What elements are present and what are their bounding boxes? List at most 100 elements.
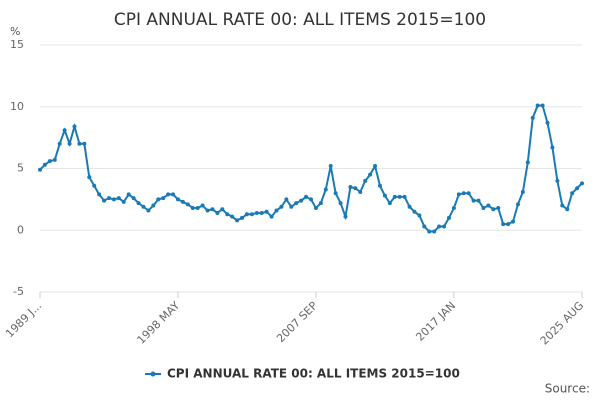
point — [323, 187, 328, 192]
point — [387, 201, 392, 206]
point — [560, 203, 565, 208]
point — [97, 192, 102, 197]
point — [397, 194, 402, 199]
point — [476, 198, 481, 203]
point — [279, 204, 284, 209]
point — [161, 196, 166, 201]
point — [38, 167, 42, 172]
point — [486, 203, 491, 208]
x-tick-label: 1998 MAY — [135, 299, 183, 347]
chart-title: CPI ANNUAL RATE 00: ALL ITEMS 2015=100 — [114, 10, 486, 30]
point — [244, 212, 249, 217]
point — [451, 206, 456, 211]
point — [348, 185, 353, 190]
x-tick-label: 2007 SEP — [274, 299, 320, 345]
point — [180, 199, 185, 204]
point — [496, 206, 501, 211]
point — [62, 128, 67, 133]
point — [111, 197, 116, 202]
point — [432, 229, 437, 234]
point — [200, 203, 205, 208]
point — [166, 192, 171, 197]
point — [353, 186, 358, 191]
point — [126, 192, 131, 197]
point — [185, 202, 190, 207]
y-tick-label: -5 — [13, 285, 24, 298]
point — [156, 197, 161, 202]
point — [304, 194, 309, 199]
point — [328, 164, 333, 169]
point — [47, 159, 52, 164]
point — [274, 208, 279, 213]
source: Source: — [545, 382, 590, 396]
point — [363, 178, 368, 183]
point — [373, 164, 378, 169]
point — [545, 120, 550, 125]
point — [215, 210, 220, 215]
point — [210, 207, 215, 212]
point — [87, 175, 92, 180]
point — [313, 206, 318, 211]
point — [249, 212, 254, 217]
point — [67, 141, 72, 146]
point — [195, 206, 200, 211]
point — [422, 224, 427, 229]
point — [205, 208, 210, 213]
point — [535, 103, 540, 108]
point — [481, 206, 486, 211]
y-tick-label: 10 — [10, 100, 24, 113]
point — [550, 145, 555, 150]
point — [506, 222, 511, 227]
point — [106, 196, 111, 201]
point — [358, 189, 363, 194]
point — [52, 157, 57, 162]
point — [190, 206, 195, 211]
point — [412, 209, 417, 214]
point — [264, 209, 269, 214]
point — [427, 229, 432, 234]
point — [343, 214, 348, 219]
point — [309, 197, 313, 202]
point — [338, 201, 343, 206]
point — [491, 207, 496, 212]
point — [151, 203, 156, 208]
point — [136, 201, 141, 206]
unit-label: % — [10, 25, 20, 38]
point — [417, 213, 422, 218]
point — [240, 215, 245, 220]
point — [131, 196, 136, 201]
point — [515, 202, 520, 207]
point — [446, 215, 451, 220]
point — [82, 141, 87, 146]
point — [318, 201, 323, 206]
y-tick-label: 15 — [10, 38, 24, 51]
point — [220, 207, 225, 212]
point — [456, 192, 461, 197]
point — [580, 181, 584, 186]
point — [565, 207, 570, 212]
point — [333, 191, 338, 196]
legend-marker — [150, 371, 156, 377]
point — [269, 214, 274, 219]
point — [471, 198, 476, 203]
point — [520, 189, 525, 194]
point — [402, 194, 407, 199]
point — [501, 222, 506, 227]
point — [259, 210, 264, 215]
point — [299, 198, 304, 203]
point — [570, 191, 575, 196]
point — [141, 204, 146, 209]
point — [92, 183, 97, 188]
point — [575, 186, 580, 191]
point — [461, 191, 466, 196]
x-tick-label: 2017 JAN — [413, 299, 458, 344]
y-tick-label: 5 — [17, 162, 24, 175]
point — [116, 196, 121, 201]
point — [225, 212, 230, 217]
point — [392, 194, 397, 199]
legend-label: CPI ANNUAL RATE 00: ALL ITEMS 2015=100 — [167, 367, 460, 381]
point — [235, 218, 240, 223]
point — [407, 204, 412, 209]
point — [530, 115, 535, 120]
point — [72, 124, 77, 129]
